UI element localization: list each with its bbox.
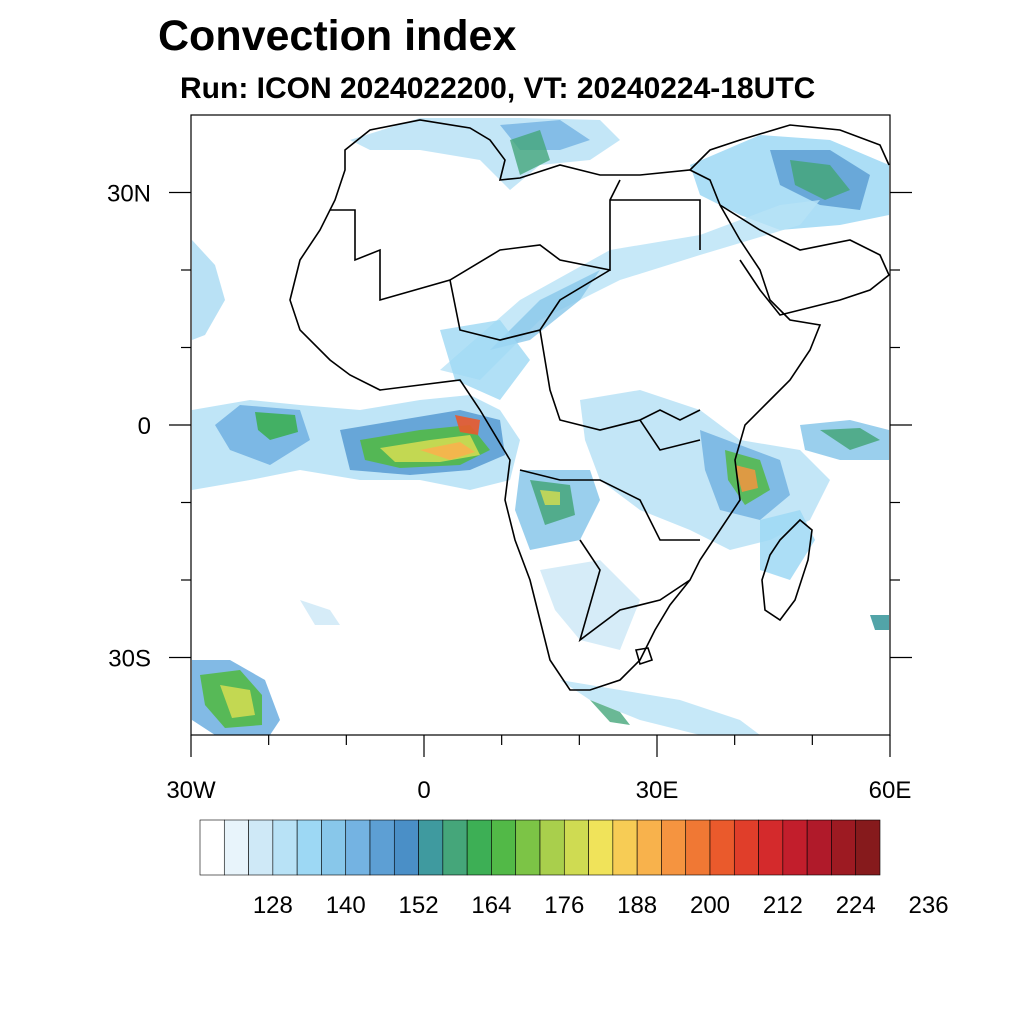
colorbar-label: 152 [399, 892, 439, 919]
colorbar-swatch [685, 819, 711, 876]
colorbar-swatch [272, 819, 298, 876]
colorbar-swatch [515, 819, 541, 876]
colorbar-swatch [782, 819, 808, 876]
colorbar-label: 188 [617, 892, 657, 919]
colorbar-swatch [369, 819, 395, 876]
lon-tick-label: 60E [869, 777, 912, 804]
colorbar-label: 224 [836, 892, 876, 919]
colorbar-swatch [588, 819, 614, 876]
coastlines [289, 119, 890, 691]
colorbar-swatch [709, 819, 735, 876]
colorbar-swatch [393, 819, 419, 876]
colorbar-swatch [855, 819, 881, 876]
colorbar-swatch [612, 819, 638, 876]
colorbar-swatch [539, 819, 565, 876]
colorbar-swatch [296, 819, 322, 876]
colorbar-swatch [758, 819, 784, 876]
colorbar-swatch [831, 819, 857, 876]
colorbar-swatch [418, 819, 444, 876]
colorbar-swatch [466, 819, 492, 876]
colorbar-labels: 128 140 152 164 176 188 200 212 224 236 [253, 892, 949, 919]
colorbar-swatch [491, 819, 517, 876]
colorbar-swatch [442, 819, 468, 876]
colorbar-swatch [661, 819, 687, 876]
colorbar-label: 236 [909, 892, 949, 919]
colorbar-swatch [199, 819, 225, 876]
colorbar-label: 212 [763, 892, 803, 919]
lon-tick-label: 30W [166, 777, 216, 804]
lon-tick-label: 30E [636, 777, 679, 804]
convection-field [192, 118, 889, 735]
colorbar-swatch [321, 819, 347, 876]
lat-tick-label: 30S [108, 646, 151, 673]
colorbar-swatch [806, 819, 832, 876]
colorbar-label: 128 [253, 892, 293, 919]
colorbar-label: 164 [471, 892, 511, 919]
plot-title: Convection index [158, 12, 517, 60]
colorbar-swatch [563, 819, 589, 876]
colorbar-label: 200 [690, 892, 730, 919]
colorbar-swatch [733, 819, 759, 876]
lat-tick-label: 30N [107, 181, 151, 208]
colorbar-swatch [345, 819, 371, 876]
colorbar-swatch [223, 819, 249, 876]
colorbar [199, 819, 881, 876]
colorbar-swatch [636, 819, 662, 876]
colorbar-label: 140 [326, 892, 366, 919]
colorbar-swatch [248, 819, 274, 876]
colorbar-label: 176 [544, 892, 584, 919]
axis-tick-labels: 30N 0 30S 30W 0 30E 60E [107, 181, 911, 805]
lat-tick-label: 0 [138, 413, 151, 440]
plot-subtitle: Run: ICON 2024022200, VT: 20240224-18UTC [180, 72, 816, 105]
lon-tick-label: 0 [417, 777, 430, 804]
axis-ticks [169, 191, 912, 757]
